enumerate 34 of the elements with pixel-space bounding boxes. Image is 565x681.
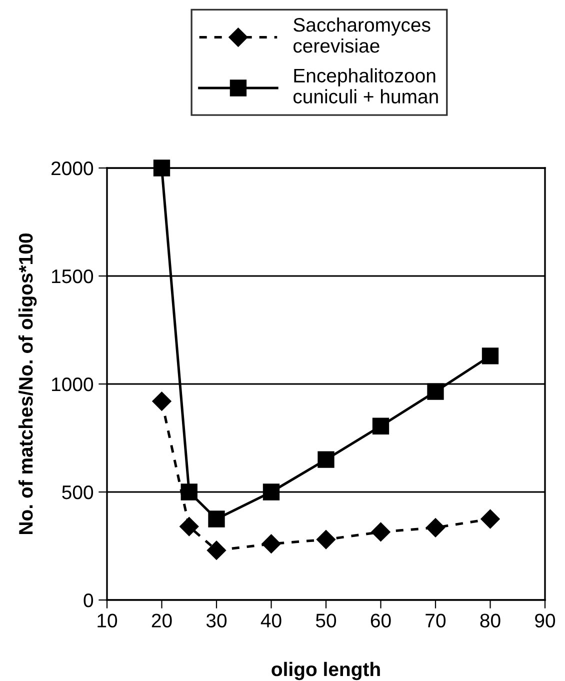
point xyxy=(262,534,281,554)
x-tick-label: 40 xyxy=(260,614,282,628)
point xyxy=(208,510,225,528)
point xyxy=(180,484,198,500)
point xyxy=(318,451,334,468)
x-tick-label: 10 xyxy=(98,614,118,628)
point xyxy=(372,418,390,434)
y-axis-title: No. of matches/No. of oligos*100 xyxy=(18,234,37,534)
point xyxy=(262,484,280,500)
y-tick-label: 1500 xyxy=(52,269,94,284)
x-tick-label: 60 xyxy=(370,614,391,628)
point xyxy=(206,540,226,560)
y-tick-label: 1000 xyxy=(52,377,94,392)
x-tick-label: 80 xyxy=(480,614,500,628)
legend-label: Encephalitozoon cuniculi + human xyxy=(293,68,438,104)
y-tick-label: 0 xyxy=(84,593,94,608)
x-tick-label: 90 xyxy=(535,614,556,628)
point xyxy=(427,383,444,400)
x-tick-label: 30 xyxy=(206,614,227,628)
x-tick-label: 20 xyxy=(152,614,172,628)
point xyxy=(426,518,446,538)
point xyxy=(371,522,390,542)
y-tick-label: 2000 xyxy=(52,161,94,176)
x-tick-label: 70 xyxy=(426,614,446,628)
legend-label: Saccharomyces cerevisiae xyxy=(293,18,430,53)
x-axis-title: oligo length xyxy=(272,662,380,680)
point xyxy=(480,509,500,529)
point xyxy=(180,517,199,536)
point xyxy=(152,392,172,411)
point xyxy=(153,160,170,176)
point xyxy=(482,348,499,364)
x-tick-label: 50 xyxy=(316,614,336,628)
point xyxy=(316,530,336,550)
y-tick-label: 500 xyxy=(62,485,94,500)
